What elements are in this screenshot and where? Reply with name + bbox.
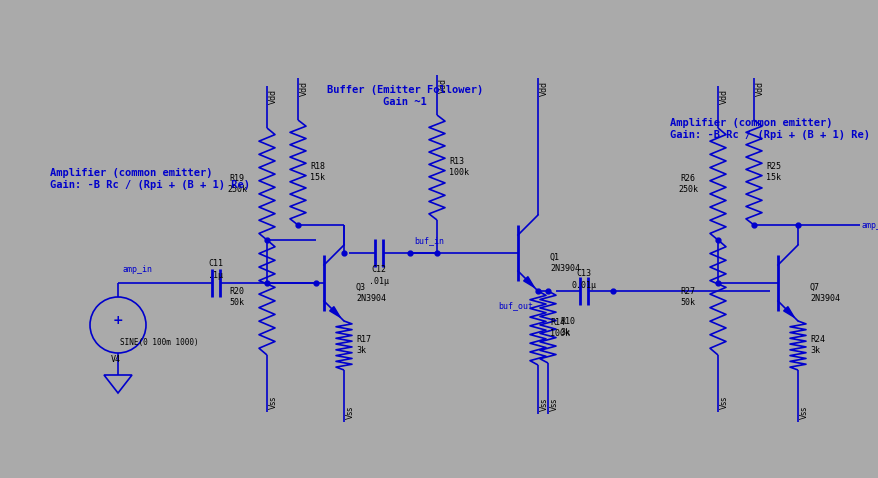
Text: SINE(0 100m 1000): SINE(0 100m 1000) — [120, 338, 198, 348]
Text: .1μ: .1μ — [208, 271, 223, 280]
Text: Vss: Vss — [799, 405, 808, 419]
Text: amp_out: amp_out — [861, 220, 878, 229]
Text: Vdd: Vdd — [269, 88, 277, 104]
Text: Q7
2N3904: Q7 2N3904 — [810, 283, 839, 303]
Text: Vdd: Vdd — [438, 77, 448, 93]
Text: R19
250k: R19 250k — [227, 174, 247, 194]
Text: Vss: Vss — [719, 395, 728, 409]
Text: Q3
2N3904: Q3 2N3904 — [356, 283, 385, 303]
Text: R26
250k: R26 250k — [677, 174, 697, 194]
Text: Vdd: Vdd — [539, 80, 549, 96]
Text: Vdd: Vdd — [719, 88, 728, 104]
Text: Vss: Vss — [346, 405, 355, 419]
Text: Vss: Vss — [539, 397, 549, 411]
Text: .01μ: .01μ — [369, 276, 389, 285]
Text: Vdd: Vdd — [755, 80, 764, 96]
Text: R24
3k: R24 3k — [810, 335, 824, 355]
Text: R20
50k: R20 50k — [229, 287, 244, 307]
Text: 0.01μ: 0.01μ — [571, 281, 596, 290]
Text: buf_out: buf_out — [498, 302, 532, 311]
Text: buf_in: buf_in — [414, 237, 443, 246]
Text: V4: V4 — [111, 355, 121, 364]
Text: Amplifier (common emitter)
Gain: -B Rc / (Rpi + (B + 1) Re): Amplifier (common emitter) Gain: -B Rc /… — [669, 118, 869, 140]
Text: R10
3k: R10 3k — [559, 317, 574, 337]
Text: Vss: Vss — [269, 395, 277, 409]
Text: Amplifier (common emitter)
Gain: -B Rc / (Rpi + (B + 1) Re): Amplifier (common emitter) Gain: -B Rc /… — [50, 168, 249, 190]
Text: amp_in: amp_in — [123, 264, 153, 273]
Polygon shape — [783, 306, 794, 317]
Polygon shape — [523, 277, 534, 287]
Text: +: + — [112, 315, 123, 327]
Text: R17
3k: R17 3k — [356, 335, 371, 355]
Text: Q1
2N3904: Q1 2N3904 — [550, 253, 579, 273]
Text: R14
100k: R14 100k — [550, 318, 569, 337]
Text: R27
50k: R27 50k — [680, 287, 694, 307]
Text: Buffer (Emitter Follower)
Gain ~1: Buffer (Emitter Follower) Gain ~1 — [327, 85, 483, 107]
Text: R13
100k: R13 100k — [449, 157, 469, 177]
Text: R18
15k: R18 15k — [310, 163, 325, 182]
Text: Vss: Vss — [550, 397, 558, 411]
Text: R25
15k: R25 15k — [765, 163, 781, 182]
Text: C12: C12 — [371, 264, 386, 273]
Polygon shape — [329, 306, 340, 317]
Text: C11: C11 — [208, 259, 223, 268]
Text: Vdd: Vdd — [299, 80, 309, 96]
Text: C13: C13 — [576, 269, 591, 278]
